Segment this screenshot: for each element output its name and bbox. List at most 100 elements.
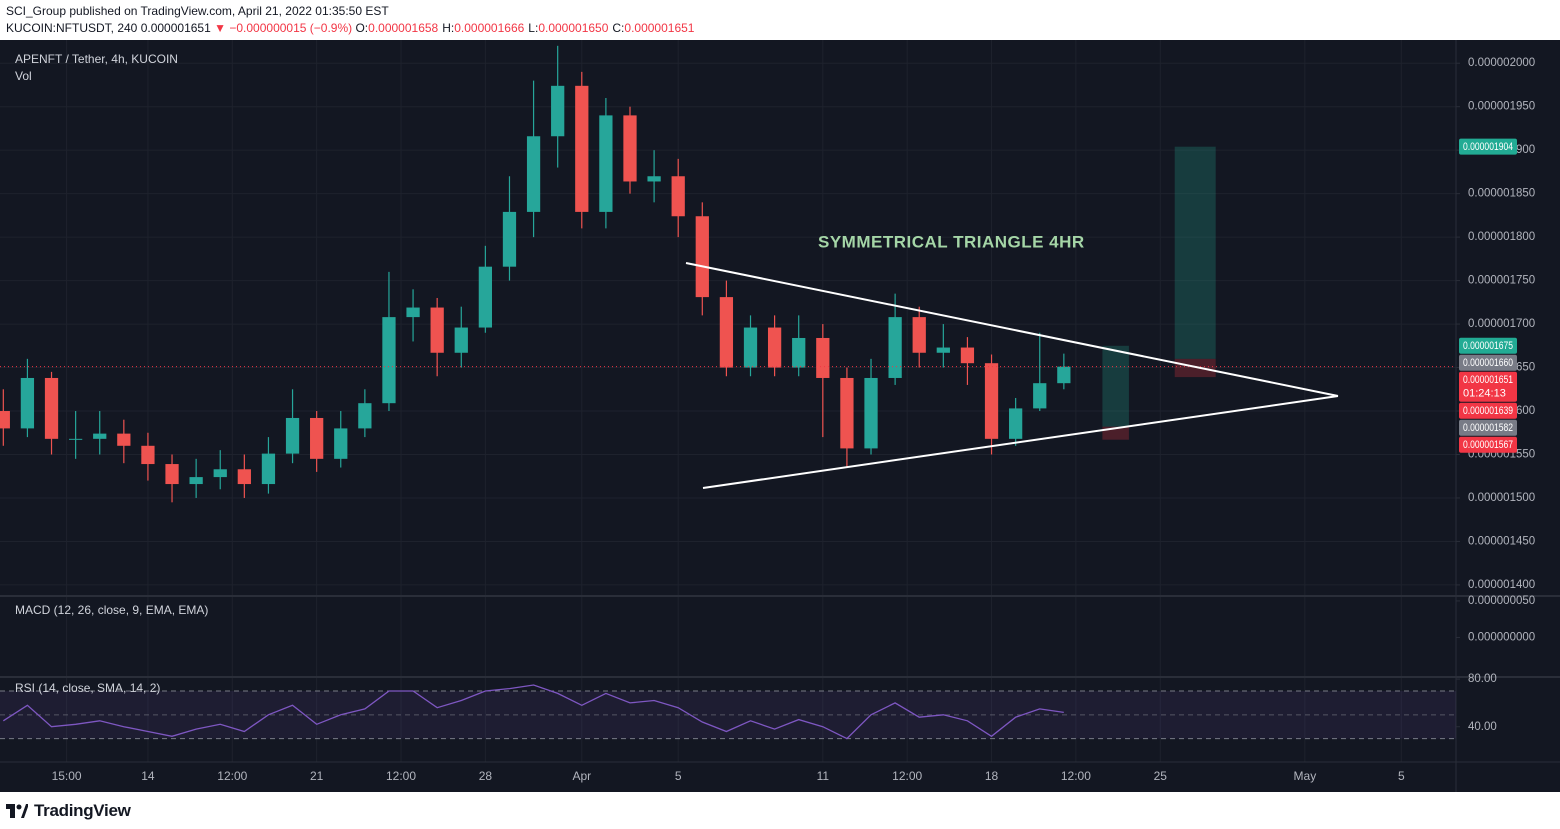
- candle-body: [261, 453, 276, 485]
- candle-body: [888, 317, 902, 378]
- candle-body: [671, 176, 685, 217]
- y-tick-label: 0.000001500: [1468, 492, 1535, 504]
- candle-body: [551, 85, 565, 137]
- y-tick-label: 0.000000050: [1468, 595, 1535, 607]
- candle-body: [767, 327, 782, 368]
- price-tags: 0.000001675 0.000001582 0.000001567 0.00000…: [1459, 138, 1517, 453]
- candle-body: [792, 337, 806, 368]
- change: −0.000000015 (−0.9%): [229, 21, 353, 35]
- countdown: 01:24:13: [1463, 388, 1506, 400]
- x-tick-label: 21: [310, 769, 324, 783]
- logo-text: TradingView: [34, 801, 131, 820]
- x-tick-label: 25: [1154, 769, 1168, 783]
- candle-body: [334, 428, 348, 459]
- ohlc-key: C:: [612, 21, 625, 35]
- y-tick-label: 40.00: [1468, 721, 1497, 733]
- x-tick-label: 11: [817, 769, 830, 783]
- x-tick-label: 12:00: [217, 769, 247, 783]
- candle-body: [623, 115, 637, 182]
- price-tag: [1459, 138, 1517, 155]
- price-tag-label: 0.000001675: [1463, 340, 1513, 352]
- rsi-line: [2, 684, 1064, 740]
- x-tick-label: 15:00: [52, 769, 82, 783]
- price-tag: [1459, 337, 1517, 354]
- candle-body: [984, 363, 999, 439]
- candle-body: [68, 438, 83, 440]
- candle-body: [599, 115, 613, 212]
- y-tick-label: 80.00: [1468, 673, 1497, 685]
- candle-body: [382, 317, 396, 404]
- annotation: SYMMETRICAL TRIANGLE 4HR: [818, 232, 1085, 251]
- symbol: KUCOIN:NFTUSDT, 240: [6, 21, 138, 35]
- macd-title: MACD (12, 26, close, 9, EMA, EMA): [15, 603, 208, 617]
- change-arrow: ▼: [214, 21, 227, 35]
- position-profit-zone: [1102, 345, 1129, 427]
- candle-body: [165, 464, 179, 485]
- candle-body: [141, 445, 155, 465]
- chart-background: [0, 40, 1560, 792]
- y-tick-label: 0.000001400: [1468, 579, 1535, 591]
- x-tick-label: 5: [1398, 769, 1405, 783]
- price-tag: [1459, 354, 1517, 371]
- position-profit-zone: [1174, 146, 1216, 359]
- triangle-upper-trendline: [685, 262, 1339, 397]
- x-tick-label: 28: [479, 769, 493, 783]
- candle-body: [840, 377, 854, 449]
- last-price: 0.000001651: [140, 21, 211, 35]
- marks: 15:00 14 12:00 21 12:00 28 Apr 5 11 12:00 18 12:00 2…: [0, 45, 1535, 783]
- price-tag: [1459, 419, 1517, 436]
- x-tick-label: May: [1294, 769, 1317, 783]
- symbol-line: KUCOIN:NFTUSDT, 240 0.000001651 ▼ −0.000…: [6, 21, 698, 35]
- candle-body: [454, 327, 468, 353]
- x-tick-label: 12:00: [386, 769, 416, 783]
- price-tag-label: 0.000001582: [1463, 422, 1513, 434]
- candle-body: [430, 307, 444, 353]
- price-tag: [1459, 402, 1517, 419]
- candle-body: [647, 176, 661, 182]
- ohlc-key: H:: [442, 21, 455, 35]
- candle-body: [189, 477, 203, 485]
- candle-body: [478, 266, 493, 328]
- price-tag-label: 0.000001567: [1463, 439, 1513, 451]
- price-tag-label: 0.000001639: [1463, 405, 1513, 417]
- x-tick-label: 12:00: [1061, 769, 1091, 783]
- x-tick-label: 18: [985, 769, 999, 783]
- y-tick-label: 0.000002000: [1468, 57, 1535, 69]
- candle-body: [960, 347, 975, 364]
- candle-body: [575, 85, 589, 212]
- candle-body: [117, 433, 131, 446]
- candle-body: [743, 327, 758, 368]
- ohlc-key: O:: [355, 21, 369, 35]
- candle-body: [695, 216, 709, 298]
- x-tick-label: 5: [675, 769, 682, 783]
- y-tick-label: 0.000001750: [1468, 275, 1535, 287]
- candle-body: [719, 297, 734, 368]
- legend-volume: Vol: [15, 69, 32, 83]
- candle-body: [502, 211, 517, 267]
- price-tag-label: 0.000001904: [1463, 141, 1513, 153]
- x-tick-label: Apr: [572, 769, 591, 783]
- candle-body: [237, 469, 251, 485]
- ohlc-values: O:0.000001658 H:0.000001666 L:0.000001650 C…: [355, 21, 698, 35]
- ohlc-value: 0.000001651: [624, 21, 695, 35]
- ohlc-value: 0.000001658: [368, 21, 439, 35]
- candle-body: [936, 347, 950, 353]
- price-tag-label: 0.000001651: [1463, 374, 1513, 386]
- y-tick-label: 0.000001800: [1468, 231, 1535, 243]
- publisher-line: SCI_Group published on TradingView.com, …: [6, 4, 389, 18]
- logo-icon: [6, 804, 28, 818]
- candle-body: [0, 411, 10, 429]
- candle-body: [20, 377, 35, 429]
- y-tick-label: 0.000001450: [1468, 535, 1535, 547]
- candle-body: [1009, 408, 1023, 439]
- triangle-lower-trendline: [702, 395, 1339, 489]
- y-tick-label: 0.000001850: [1468, 188, 1535, 200]
- x-tick-label: 14: [141, 769, 155, 783]
- candle-body: [1033, 383, 1047, 409]
- candle-body: [816, 337, 830, 378]
- y-tick-label: 0.000001950: [1468, 101, 1535, 113]
